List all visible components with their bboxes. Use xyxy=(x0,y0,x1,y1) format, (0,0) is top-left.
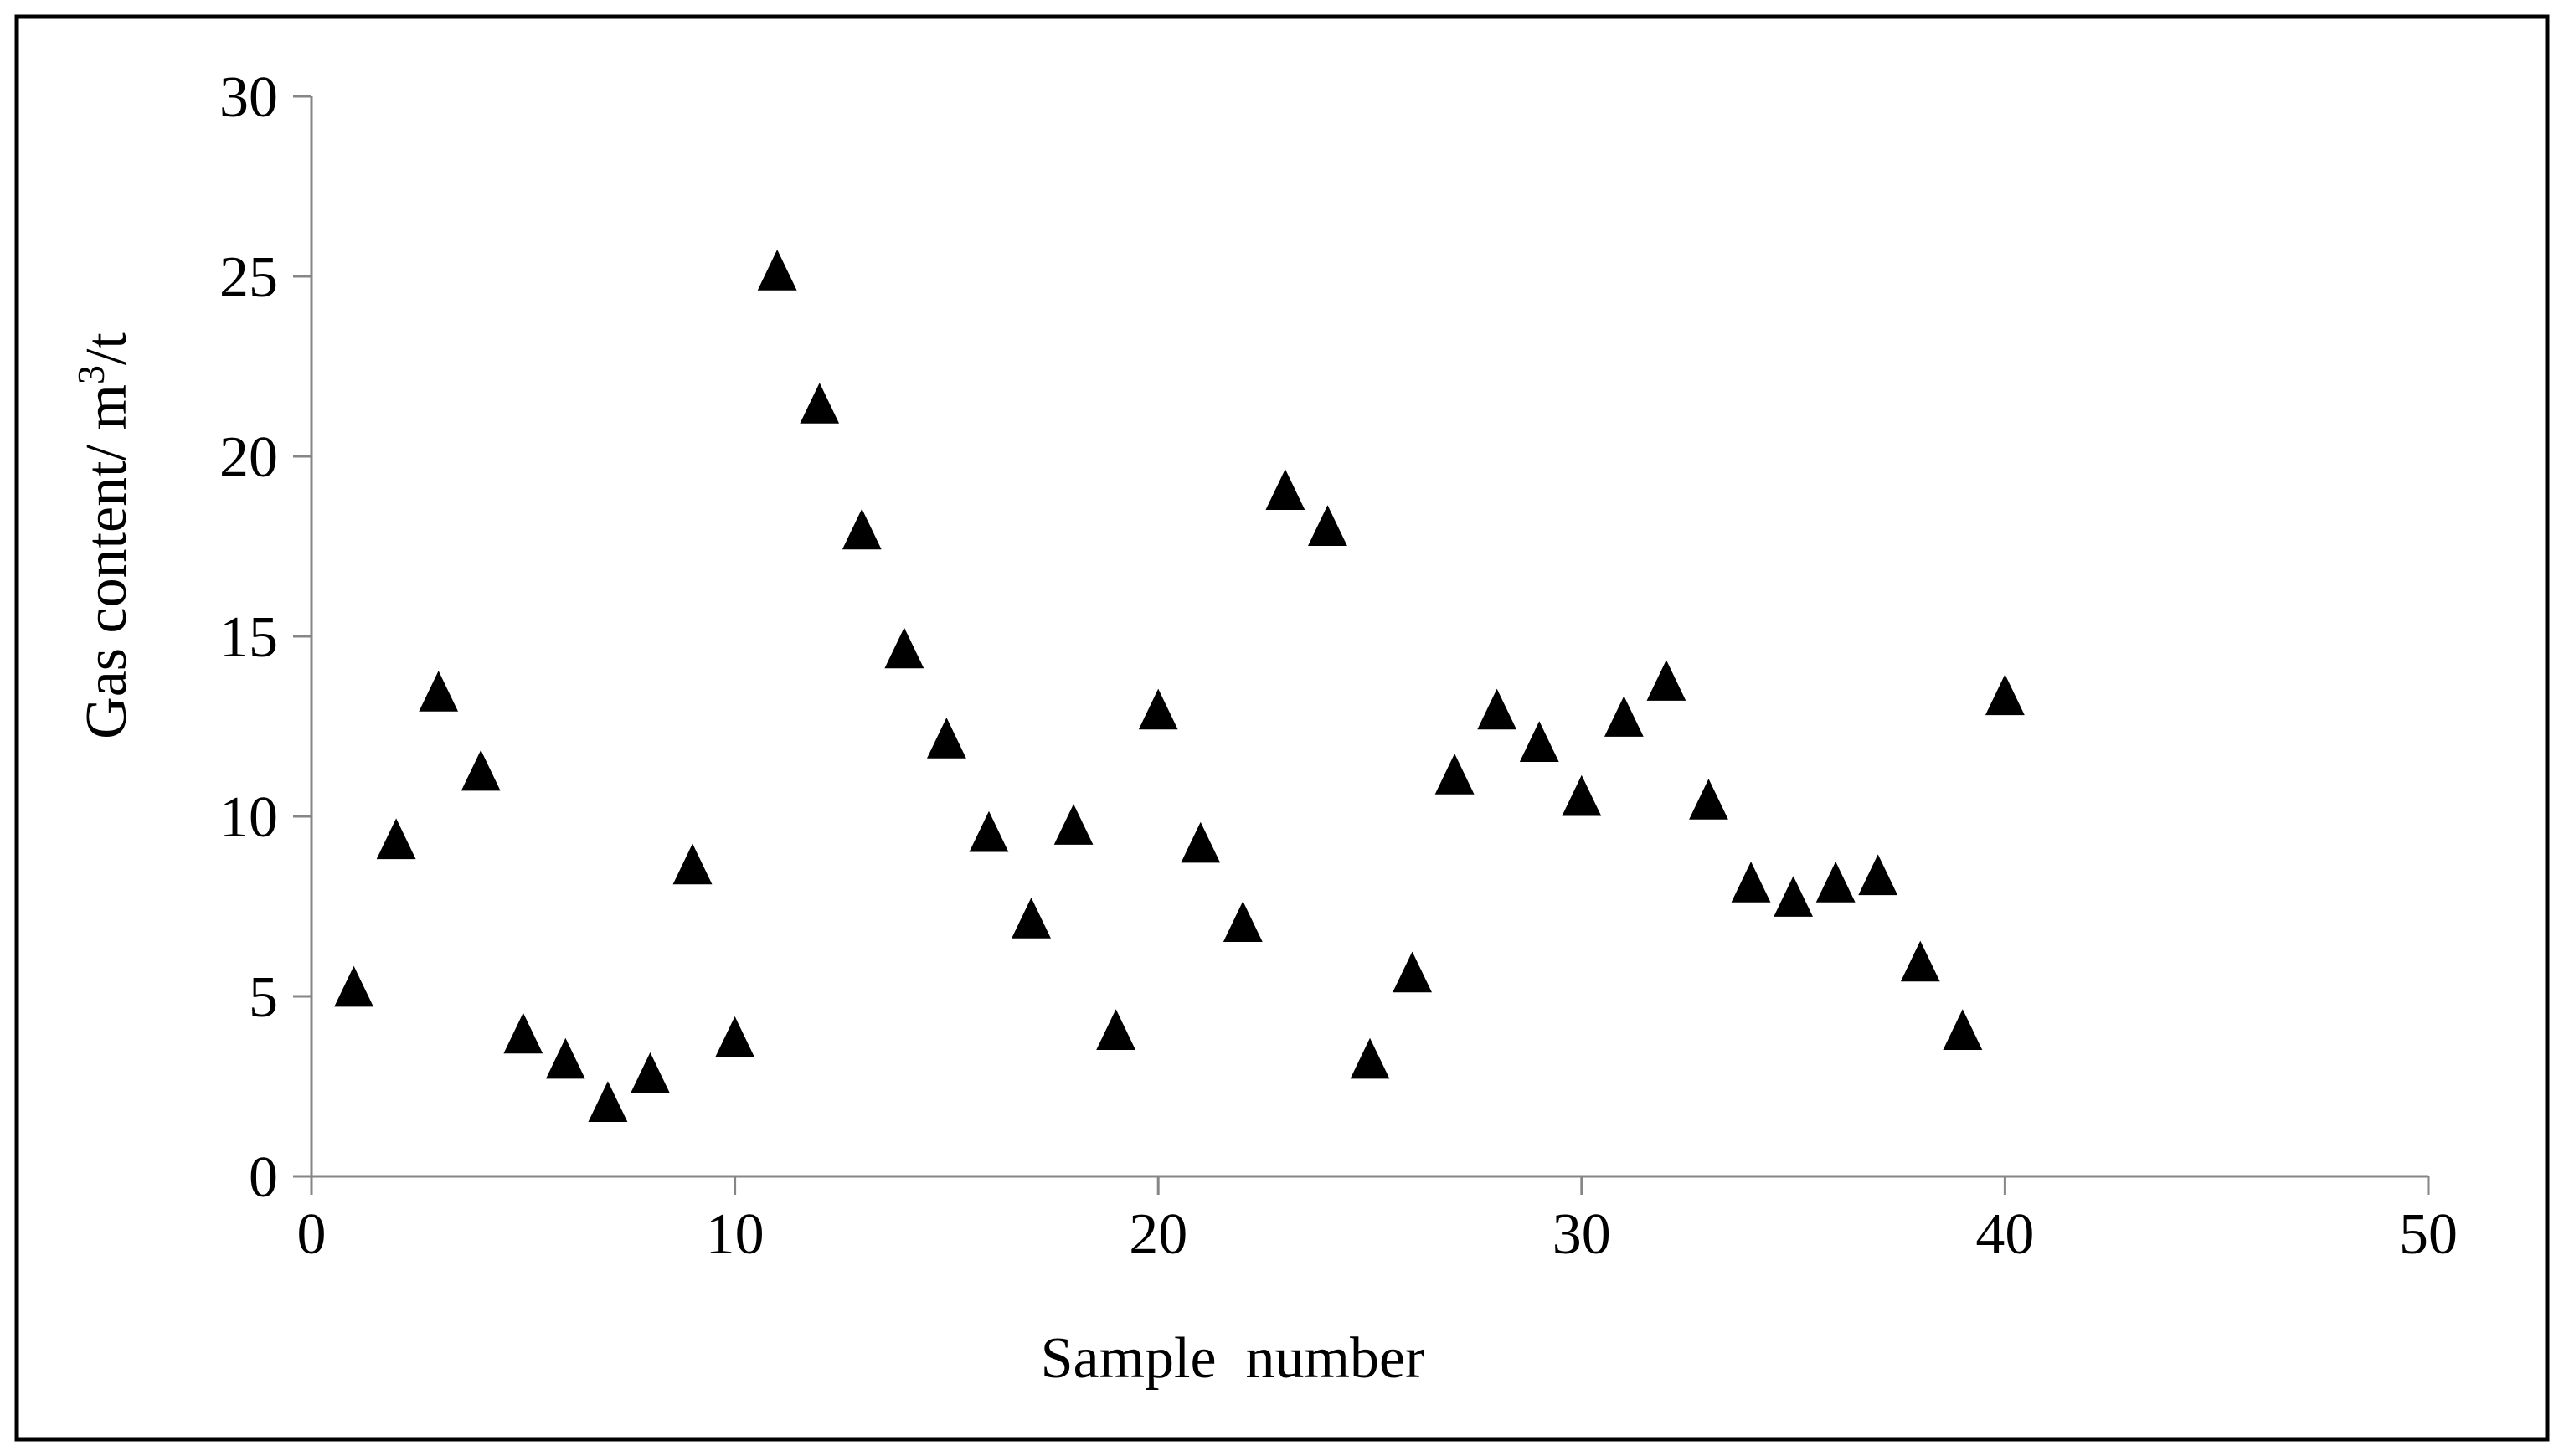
y-tick-label: 30 xyxy=(219,65,278,130)
data-point-triangle xyxy=(1263,465,1308,512)
y-tick-label: 5 xyxy=(249,965,278,1030)
x-tick-label: 10 xyxy=(706,1202,765,1267)
data-point-triangle xyxy=(1008,893,1054,940)
data-point-triangle xyxy=(1728,857,1774,904)
y-tick-label: 0 xyxy=(249,1145,278,1210)
data-point-triangle xyxy=(1178,818,1223,865)
data-point-triangle xyxy=(416,666,461,713)
y-tick-label: 25 xyxy=(219,245,278,310)
data-point-triangle xyxy=(1940,1005,1985,1052)
data-point-triangle xyxy=(1305,501,1351,548)
data-point-triangle xyxy=(1771,872,1816,918)
data-point-triangle xyxy=(797,378,842,425)
data-point-triangle xyxy=(1135,684,1181,732)
y-axis-label: Gas content/ m3/t xyxy=(70,332,139,739)
x-tick-label: 40 xyxy=(1975,1202,2034,1267)
data-point-triangle xyxy=(1389,947,1435,995)
data-point-triangle xyxy=(1220,897,1265,944)
data-point-triangle xyxy=(1094,1005,1139,1052)
data-points xyxy=(331,245,2027,1124)
x-axis-label: Sample number xyxy=(1041,1326,1425,1391)
data-point-triangle xyxy=(501,1008,546,1056)
y-axis-label-main: Gas content/ m xyxy=(75,384,139,739)
data-point-triangle xyxy=(1559,771,1604,818)
data-point-triangle xyxy=(1601,692,1646,738)
data-point-triangle xyxy=(543,1034,588,1081)
x-tick-label: 30 xyxy=(1552,1202,1611,1267)
data-point-triangle xyxy=(1856,850,1901,898)
data-point-triangle xyxy=(754,245,800,292)
data-point-triangle xyxy=(1644,656,1689,702)
data-point-triangle xyxy=(1982,670,2027,718)
data-point-triangle xyxy=(1051,800,1096,846)
y-tick-label: 10 xyxy=(219,785,278,850)
data-point-triangle xyxy=(331,962,377,1009)
data-point-triangle xyxy=(713,1012,758,1059)
y-tick-label: 15 xyxy=(219,605,278,670)
data-point-triangle xyxy=(1475,684,1520,732)
data-point-triangle xyxy=(1897,936,1943,984)
x-tick-label: 50 xyxy=(2399,1202,2458,1267)
x-axis: 0 10 20 30 40 50 xyxy=(297,1175,2458,1267)
data-point-triangle xyxy=(924,713,969,760)
data-point-triangle xyxy=(1686,774,1732,821)
y-axis-label-superscript: 3 xyxy=(70,365,112,384)
data-point-triangle xyxy=(966,807,1012,854)
data-point-triangle xyxy=(1347,1034,1393,1081)
data-point-triangle xyxy=(458,746,503,793)
chart-border xyxy=(14,14,2550,1442)
data-point-triangle xyxy=(839,504,884,552)
data-point-triangle xyxy=(670,839,715,887)
data-point-triangle xyxy=(373,814,419,862)
y-axis-label-suffix: /t xyxy=(75,332,139,365)
x-tick-label: 20 xyxy=(1129,1202,1187,1267)
data-point-triangle xyxy=(1432,749,1477,796)
y-tick-label: 20 xyxy=(219,425,278,490)
data-point-triangle xyxy=(882,623,927,671)
data-point-triangle xyxy=(585,1077,631,1124)
data-point-triangle xyxy=(1813,857,1858,904)
data-point-triangle xyxy=(1516,717,1562,764)
y-axis: 0 5 10 15 20 25 30 xyxy=(219,65,313,1210)
data-point-triangle xyxy=(627,1048,673,1095)
x-tick-label: 0 xyxy=(297,1202,327,1267)
